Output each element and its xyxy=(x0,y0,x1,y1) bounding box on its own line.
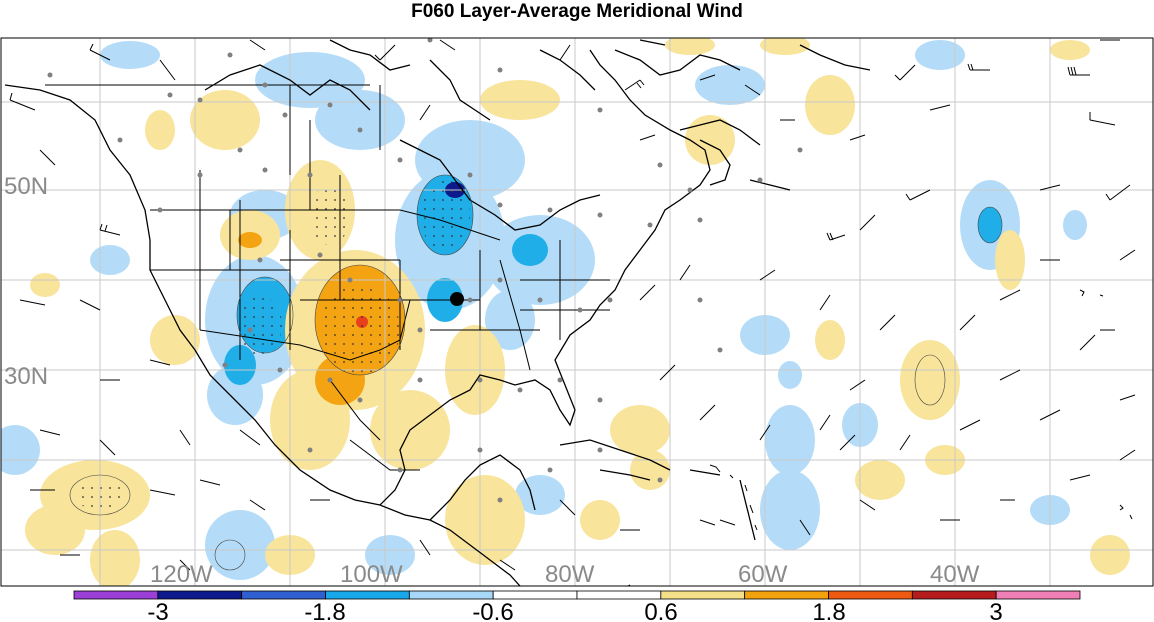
lon-label-80w: 80W xyxy=(545,561,595,588)
colorbar-segment xyxy=(995,590,1081,600)
wind-barbs xyxy=(9,39,1136,586)
station-points xyxy=(47,38,803,503)
colorbar-segment xyxy=(241,590,326,600)
colorbar-segment xyxy=(744,590,829,600)
political-borders xyxy=(45,84,610,471)
colorbar-segment xyxy=(157,590,243,600)
colorbar-segment xyxy=(660,590,746,600)
map-title: F060 Layer-Average Meridional Wind xyxy=(411,1,743,22)
lat-label-30n: 30N xyxy=(4,363,48,390)
map-frame xyxy=(0,37,1154,587)
colorbar-segment xyxy=(325,590,410,600)
colorbar-label-neg0-6: -0.6 xyxy=(472,599,513,622)
graticule xyxy=(1,38,1153,586)
coastlines xyxy=(4,39,871,586)
lon-label-120w: 120W xyxy=(150,561,213,588)
colorbar-label-neg1-8: -1.8 xyxy=(304,599,345,622)
positive-wind-areas xyxy=(25,38,1130,586)
colorbar-label-1-8: 1.8 xyxy=(812,599,845,622)
colorbar-segment xyxy=(911,590,997,600)
colorbar-segment xyxy=(73,590,159,600)
colorbar-label-0-6: 0.6 xyxy=(644,599,677,622)
contour-lines xyxy=(69,174,1003,571)
location-marker xyxy=(450,292,464,306)
colorbar-segment xyxy=(576,590,662,600)
colorbar-label-3: 3 xyxy=(989,599,1002,622)
colorbar-segment xyxy=(408,590,494,600)
lat-label-50n: 50N xyxy=(4,173,48,200)
colorbar xyxy=(73,590,1081,600)
islands xyxy=(709,289,1133,531)
lon-label-60w: 60W xyxy=(738,561,788,588)
lon-label-40w: 40W xyxy=(930,561,980,588)
colorbar-label-neg3: -3 xyxy=(147,599,168,622)
colorbar-segment xyxy=(492,590,578,600)
lon-label-100w: 100W xyxy=(340,561,403,588)
colorbar-segment xyxy=(828,590,913,600)
